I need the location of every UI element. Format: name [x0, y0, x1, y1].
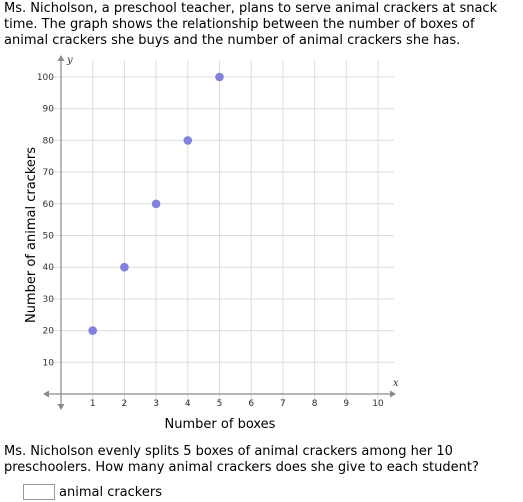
answer-input[interactable]: [23, 484, 55, 500]
x-tick-label: 9: [343, 399, 349, 409]
y-tick-label: 40: [43, 263, 55, 273]
data-point: [215, 72, 224, 82]
x-tick-label: 1: [90, 399, 96, 409]
y-axis-arrow-down-icon: [57, 404, 65, 410]
data-point: [120, 262, 129, 272]
chart-points: [88, 72, 224, 335]
x-tick-label: 4: [185, 399, 191, 409]
chart-axes: [43, 55, 396, 410]
scatter-chart: 1 2 3 4 5 6 7 8 9 10 10 20 30 40 50 60 70 80 90 100 x y Num…: [24, 55, 399, 432]
chart-grid: [49, 60, 394, 406]
x-tick-label: 6: [248, 399, 254, 409]
data-point: [88, 326, 97, 335]
x-tick-label: 10: [372, 399, 384, 409]
x-tick-label: 7: [280, 399, 286, 409]
x-axis-arrow-right-icon: [390, 390, 396, 398]
y-tick-label: 70: [43, 168, 55, 178]
x-axis-arrow-left-icon: [43, 390, 49, 398]
x-tick-label: 2: [122, 399, 128, 409]
x-tick-label: 8: [312, 399, 318, 409]
answer-unit-label: animal crackers: [59, 484, 162, 500]
problem-question: Ms. Nicholson evenly splits 5 boxes of a…: [4, 444, 479, 475]
y-tick-label: 80: [43, 136, 55, 146]
y-tick-label: 20: [43, 327, 55, 337]
y-axis-variable: y: [66, 55, 73, 66]
chart-tick-labels: 1 2 3 4 5 6 7 8 9 10 10 20 30 40 50 60 70 80 90 100: [37, 73, 384, 409]
y-tick-label: 100: [37, 73, 54, 83]
problem-intro: Ms. Nicholson, a preschool teacher, plan…: [4, 1, 498, 48]
y-tick-label: 90: [43, 105, 55, 115]
x-axis-variable: x: [393, 378, 399, 389]
answer-row: animal crackers: [23, 482, 162, 502]
data-point: [183, 136, 193, 145]
data-point: [151, 199, 161, 209]
y-axis-arrow-up-icon: [57, 55, 65, 61]
y-tick-label: 50: [43, 232, 55, 242]
x-tick-label: 5: [217, 399, 223, 409]
y-tick-label: 10: [43, 358, 55, 368]
y-tick-label: 60: [43, 200, 55, 210]
x-tick-label: 3: [153, 399, 159, 409]
y-tick-label: 30: [43, 295, 55, 305]
x-axis-title: Number of boxes: [165, 417, 276, 432]
y-axis-title: Number of animal crackers: [24, 147, 39, 323]
